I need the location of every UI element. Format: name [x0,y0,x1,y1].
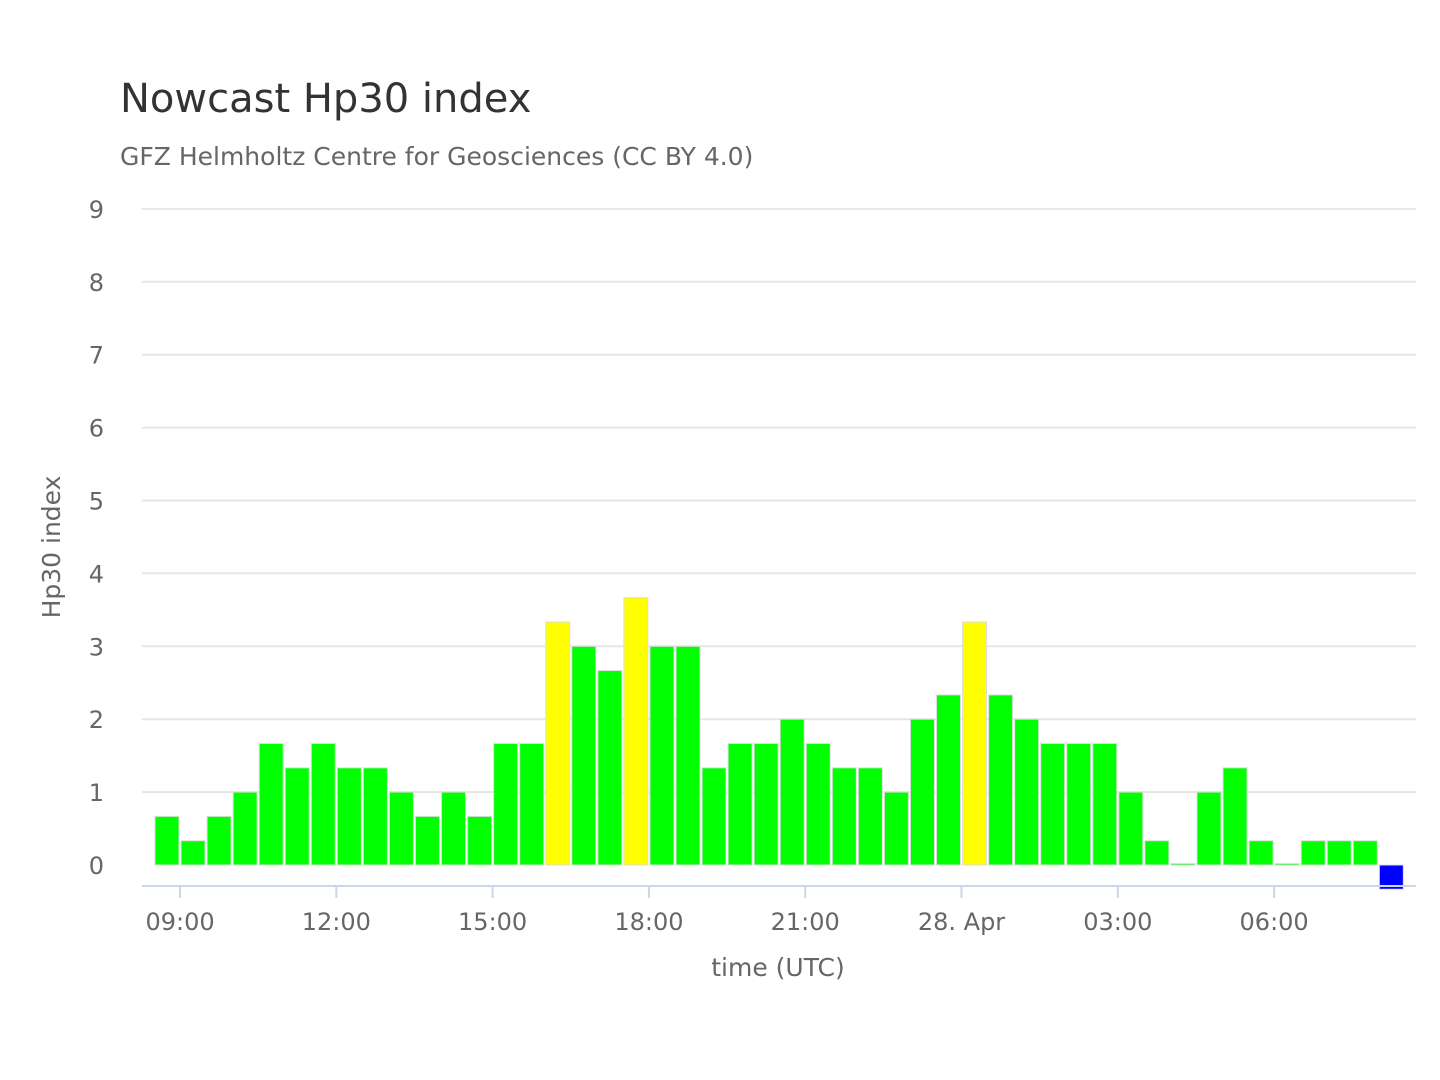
bar[interactable] [258,742,284,866]
x-tick-label: 06:00 [1240,908,1309,936]
x-tick-label: 12:00 [302,908,371,936]
bar[interactable] [779,718,805,866]
bar[interactable] [571,645,597,866]
bar[interactable] [1040,742,1066,866]
bar[interactable] [1170,863,1196,866]
bar-series [154,597,1404,890]
y-axis: 0 1 2 3 4 5 6 7 8 9 [89,196,104,880]
bar[interactable] [1352,840,1378,866]
y-tick-label: 0 [89,852,104,880]
bar[interactable] [1326,840,1352,866]
bar[interactable] [1092,742,1118,866]
bar[interactable] [1248,840,1274,866]
bar[interactable] [388,791,414,866]
bar[interactable] [1274,863,1300,866]
bar[interactable] [936,694,961,866]
bar[interactable] [962,621,988,866]
bar[interactable] [701,767,727,866]
y-tick-label: 6 [89,415,104,443]
bar[interactable] [675,645,701,866]
bar[interactable] [1144,840,1170,866]
bar[interactable] [206,815,232,866]
y-tick-label: 7 [89,342,104,370]
bar[interactable] [415,815,440,866]
x-tick-label: 15:00 [458,908,527,936]
x-axis: 09:00 12:00 15:00 18:00 21:00 28. Apr 03:00 06:… [142,885,1416,936]
bar[interactable] [441,791,467,866]
bar[interactable] [362,767,388,866]
y-tick-label: 5 [89,488,104,516]
bar[interactable] [649,645,675,866]
bar[interactable] [1222,767,1248,866]
y-tick-label: 2 [89,706,104,734]
x-axis-title: time (UTC) [711,953,845,982]
bar[interactable] [831,767,857,866]
gridlines [142,207,1416,794]
bar[interactable] [909,718,935,866]
y-tick-label: 8 [89,269,104,297]
x-tick-label: 09:00 [145,908,214,936]
x-tick-label: 18:00 [614,908,683,936]
bar[interactable] [623,597,649,866]
y-tick-label: 3 [89,633,104,661]
bar[interactable] [597,670,623,866]
bar[interactable] [545,621,571,866]
chart-subtitle: GFZ Helmholtz Centre for Geosciences (CC… [120,142,754,171]
y-tick-label: 9 [89,196,104,224]
bar[interactable] [883,791,909,866]
bar[interactable] [805,742,831,866]
bar[interactable] [753,742,779,866]
bar[interactable] [727,742,753,866]
y-tick-label: 1 [89,779,104,807]
bar[interactable] [1014,718,1040,866]
bar[interactable] [154,815,180,866]
bar[interactable] [310,742,336,866]
bar[interactable] [1300,840,1326,866]
x-tick-label: 03:00 [1083,908,1152,936]
bar[interactable] [519,742,545,866]
bar[interactable] [180,840,206,866]
chart-title: Nowcast Hp30 index [120,76,532,122]
bar[interactable] [336,767,362,866]
bar[interactable] [1196,791,1222,866]
x-tick-label: 28. Apr [918,908,1005,936]
y-axis-title: Hp30 index [37,476,66,619]
x-tick-label: 21:00 [771,908,840,936]
bar[interactable] [467,815,493,866]
bar[interactable] [284,767,310,866]
y-tick-label: 4 [89,560,104,588]
bar[interactable] [857,767,883,866]
bar[interactable] [493,742,519,866]
bar[interactable] [232,791,258,866]
bar[interactable] [988,694,1014,866]
bar[interactable] [1066,742,1092,866]
bar[interactable] [1118,791,1144,866]
